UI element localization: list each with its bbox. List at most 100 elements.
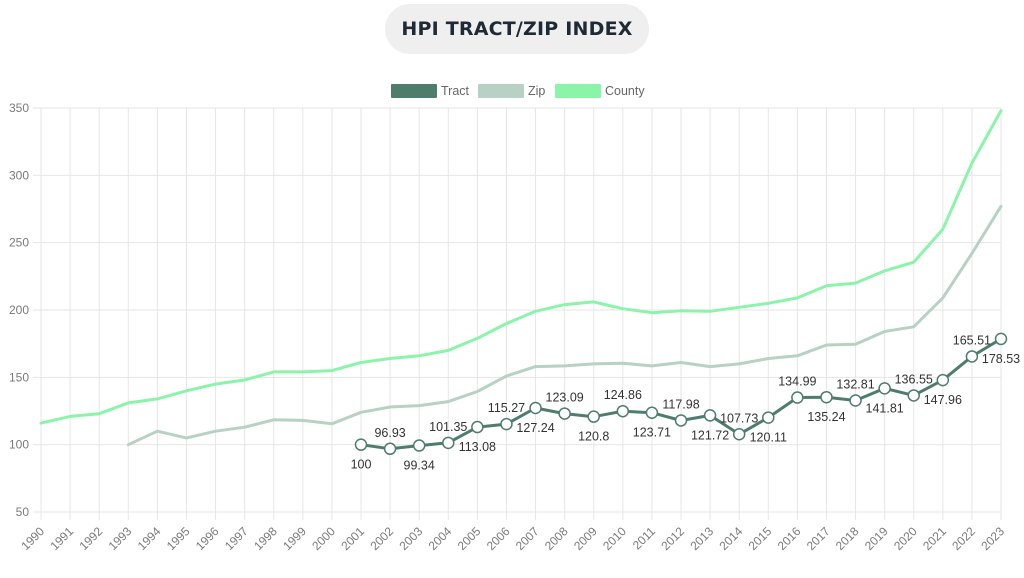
- tract-data-label: 132.81: [836, 377, 874, 391]
- x-tick-label: 2002: [367, 524, 396, 553]
- tract-point: [994, 332, 1008, 346]
- tract-point: [529, 401, 542, 415]
- tract-point: [703, 409, 717, 422]
- tract-point: [412, 439, 426, 452]
- tract-point: [354, 438, 368, 451]
- x-tick-label: 2012: [658, 524, 687, 553]
- x-tick-label: 2015: [746, 524, 775, 553]
- grid: [33, 107, 1002, 520]
- tract-point: [820, 390, 833, 404]
- tract-data-label: 99.34: [404, 459, 435, 473]
- tract-data-label: 127.24: [516, 421, 554, 435]
- tract-point: [383, 442, 397, 456]
- tract-point: [849, 394, 862, 407]
- tract-point: [965, 350, 979, 363]
- tract-data-label: 96.93: [374, 426, 405, 440]
- x-tick-label: 2016: [775, 524, 804, 553]
- tract-point: [907, 389, 920, 402]
- tract-data-label: 178.53: [982, 352, 1020, 366]
- tract-data-label: 117.98: [662, 397, 699, 411]
- x-tick-label: 1998: [251, 524, 280, 553]
- tract-point: [936, 373, 950, 387]
- tract-data-label: 136.55: [895, 372, 933, 386]
- y-tick-label: 200: [9, 303, 29, 317]
- x-tick-label: 1990: [18, 524, 47, 553]
- legend[interactable]: Tract Zip County: [391, 84, 645, 98]
- data-labels: 100 96.93 99.34 101.35 113.08 115.27 127.24 123…: [351, 333, 1021, 472]
- y-tick-label: 150: [9, 370, 29, 384]
- chart-title-pill: HPI TRACT/ZIP INDEX: [385, 4, 649, 54]
- x-tick-label: 2001: [338, 524, 367, 553]
- legend-item-tract[interactable]: Tract: [391, 84, 470, 98]
- x-tick-label: 1994: [135, 524, 164, 553]
- tract-point: [791, 391, 804, 404]
- x-tick-label: 2014: [717, 524, 746, 553]
- y-tick-label: 250: [9, 236, 29, 250]
- legend-item-zip[interactable]: Zip: [478, 84, 545, 98]
- x-tick-label: 1993: [106, 524, 135, 553]
- tract-data-label: 121.72: [691, 428, 729, 442]
- x-tick-label: 2019: [862, 524, 891, 553]
- tract-data-label: 165.51: [953, 333, 991, 347]
- tract-point: [442, 436, 455, 450]
- legend-swatch: [555, 84, 601, 98]
- x-tick-label: 2006: [484, 524, 513, 553]
- tract-point: [587, 410, 600, 423]
- x-tick-label: 2004: [426, 524, 455, 553]
- series-line-zip: [126, 204, 1003, 447]
- tract-data-label: 135.24: [807, 410, 845, 424]
- tract-point: [732, 428, 746, 441]
- x-tick-label: 1992: [77, 524, 106, 553]
- x-tick-label: 2005: [455, 524, 484, 553]
- x-tick-label: 1997: [222, 524, 251, 553]
- y-tick-label: 50: [16, 505, 30, 519]
- tract-data-label: 101.35: [429, 420, 467, 434]
- tract-data-label: 124.86: [604, 388, 642, 402]
- tract-point: [878, 382, 891, 395]
- tract-data-label: 134.99: [778, 375, 816, 389]
- x-tick-label: 2023: [978, 524, 1007, 553]
- series-line-county: [39, 109, 1003, 425]
- tract-data-label: 141.81: [866, 401, 904, 415]
- x-tick-label: 2021: [920, 524, 949, 553]
- tract-point: [558, 407, 571, 420]
- tract-data-label: 107.73: [720, 411, 758, 425]
- x-tick-label: 2003: [397, 524, 426, 553]
- legend-swatch: [391, 84, 437, 98]
- chart-title: HPI TRACT/ZIP INDEX: [401, 18, 633, 40]
- tract-point: [645, 406, 659, 419]
- tract-data-label: 113.08: [459, 440, 496, 454]
- tract-point: [500, 417, 513, 431]
- x-tick-label: 2011: [630, 524, 658, 552]
- legend-swatch: [478, 84, 524, 98]
- legend-item-county[interactable]: County: [555, 84, 645, 98]
- x-tick-label: 2007: [513, 524, 542, 553]
- tract-markers: [354, 332, 1008, 456]
- legend-label: Zip: [528, 84, 545, 98]
- tract-data-label: 115.27: [488, 401, 525, 415]
- axes: 50 100 150 200 250 300 350 1990 1991 1992 1993 1994…: [9, 101, 1007, 553]
- x-tick-label: 2009: [571, 524, 600, 553]
- y-tick-label: 350: [9, 101, 29, 115]
- x-tick-label: 2013: [687, 524, 716, 553]
- x-tick-label: 1996: [193, 524, 222, 553]
- tract-data-label: 147.96: [924, 393, 962, 407]
- x-tick-label: 2010: [600, 524, 629, 553]
- tract-data-label: 120.11: [750, 431, 787, 445]
- legend-label: Tract: [441, 84, 470, 98]
- x-tick-label: 2020: [891, 524, 920, 553]
- tract-point: [471, 420, 484, 434]
- tract-data-label: 123.09: [546, 391, 584, 405]
- x-tick-label: 2000: [309, 524, 338, 553]
- tract-point: [674, 414, 688, 427]
- x-tick-label: 1995: [164, 524, 193, 553]
- x-tick-label: 1999: [280, 524, 309, 553]
- tract-data-label: 100: [351, 458, 372, 472]
- y-tick-label: 300: [9, 168, 29, 182]
- legend-label: County: [605, 84, 645, 98]
- x-tick-label: 2018: [833, 524, 862, 553]
- tract-point: [762, 411, 775, 424]
- x-tick-label: 2022: [949, 524, 978, 553]
- x-tick-label: 2008: [542, 524, 571, 553]
